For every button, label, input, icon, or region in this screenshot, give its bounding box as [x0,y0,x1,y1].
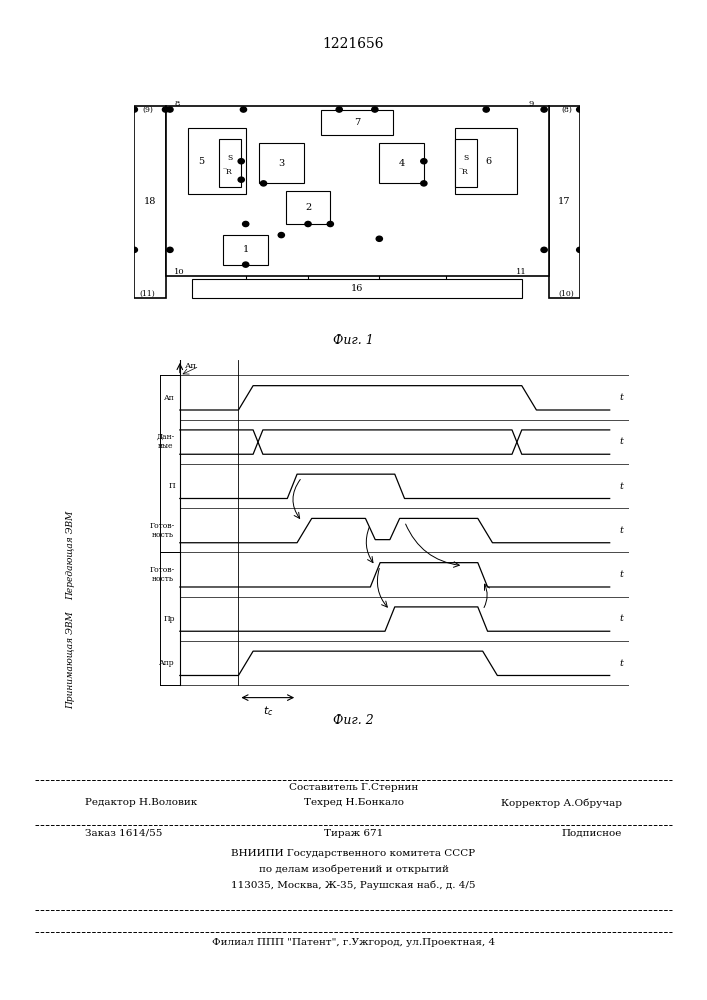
Text: 8: 8 [175,100,180,108]
Circle shape [278,232,284,238]
Circle shape [336,107,342,112]
Text: Готов-
ность: Готов- ность [150,566,175,583]
Text: ̅R: ̅R [227,168,233,176]
Circle shape [421,159,427,164]
Circle shape [238,159,245,164]
Text: t: t [619,659,624,668]
Text: (11): (11) [140,290,156,298]
Circle shape [577,247,583,252]
Bar [134,106,165,298]
Text: ВНИИПИ Государственного комитета СССР: ВНИИПИ Государственного комитета СССР [231,849,476,858]
Text: П: П [168,482,175,490]
Text: Ап: Ап [185,362,197,370]
Circle shape [260,181,267,186]
Circle shape [483,107,489,112]
Circle shape [132,107,137,112]
Bar [192,279,522,298]
Bar [165,106,549,276]
Text: 17: 17 [558,197,571,206]
Text: Фиг. 1: Фиг. 1 [333,334,374,347]
Bar [223,235,268,265]
Circle shape [421,181,427,186]
Text: t: t [619,482,624,491]
Text: (9): (9) [142,106,153,114]
Text: 2: 2 [305,203,311,212]
Circle shape [238,177,245,182]
Circle shape [167,107,173,112]
Text: 6: 6 [486,157,491,166]
Text: Апр: Апр [159,659,175,667]
Text: Пр: Пр [163,615,175,623]
Text: 4: 4 [399,159,404,168]
Text: 1221656: 1221656 [323,37,384,51]
Circle shape [163,107,169,112]
Text: t: t [619,570,624,579]
Bar [259,143,303,183]
Bar [549,106,580,298]
Circle shape [240,107,247,112]
Text: t: t [619,393,624,402]
Text: 3: 3 [278,159,284,168]
Circle shape [167,247,173,252]
Text: 11: 11 [515,268,526,276]
Text: 16: 16 [351,284,363,293]
Text: 7: 7 [354,118,360,127]
Text: ̅R: ̅R [463,168,469,176]
Text: S: S [464,154,469,162]
Bar [455,139,477,187]
Text: Передающая ЭВМ: Передающая ЭВМ [66,510,75,600]
Bar [455,128,518,194]
Text: по делам изобретений и открытий: по делам изобретений и открытий [259,865,448,874]
Text: 18: 18 [144,197,156,206]
Text: Корректор А.Обручар: Корректор А.Обручар [501,798,622,808]
Text: Составитель Г.Стернин: Составитель Г.Стернин [289,783,418,792]
Text: 9: 9 [529,100,534,108]
Text: Готов-
ность: Готов- ность [150,522,175,539]
Circle shape [243,262,249,267]
Text: t: t [619,437,624,446]
Text: t: t [619,614,624,623]
Bar [322,110,392,135]
Text: Редактор Н.Воловик: Редактор Н.Воловик [85,798,197,807]
Text: 5: 5 [198,157,204,166]
Text: (8): (8) [561,106,572,114]
Text: S: S [228,154,233,162]
Text: t: t [619,526,624,535]
Text: 10: 10 [175,268,185,276]
Text: Тираж 671: Тираж 671 [324,829,383,838]
Circle shape [541,107,547,112]
Text: Дан-
ные: Дан- ные [157,433,175,450]
Text: Ап: Ап [164,394,175,402]
Text: Принимающая ЭВМ: Принимающая ЭВМ [66,611,75,709]
Circle shape [132,247,137,252]
Circle shape [243,221,249,227]
Text: $t_c$: $t_c$ [262,704,273,718]
Circle shape [327,221,334,227]
Bar [219,139,241,187]
Circle shape [372,107,378,112]
Text: Филиал ППП "Патент", г.Ужгород, ул.Проектная, 4: Филиал ППП "Патент", г.Ужгород, ул.Проек… [212,938,495,947]
Text: Заказ 1614/55: Заказ 1614/55 [85,829,162,838]
Bar [286,191,330,224]
Circle shape [577,107,583,112]
Bar [379,143,424,183]
Text: Подписное: Подписное [562,829,622,838]
Text: Фиг. 2: Фиг. 2 [333,714,374,727]
Circle shape [305,221,311,227]
Text: 1: 1 [243,245,249,254]
Text: 113035, Москва, Ж-35, Раушская наб., д. 4/5: 113035, Москва, Ж-35, Раушская наб., д. … [231,881,476,890]
Bar [188,128,246,194]
Circle shape [376,236,382,241]
Text: Техред Н.Бонкало: Техред Н.Бонкало [303,798,404,807]
Circle shape [541,247,547,252]
Text: (10): (10) [559,290,574,298]
